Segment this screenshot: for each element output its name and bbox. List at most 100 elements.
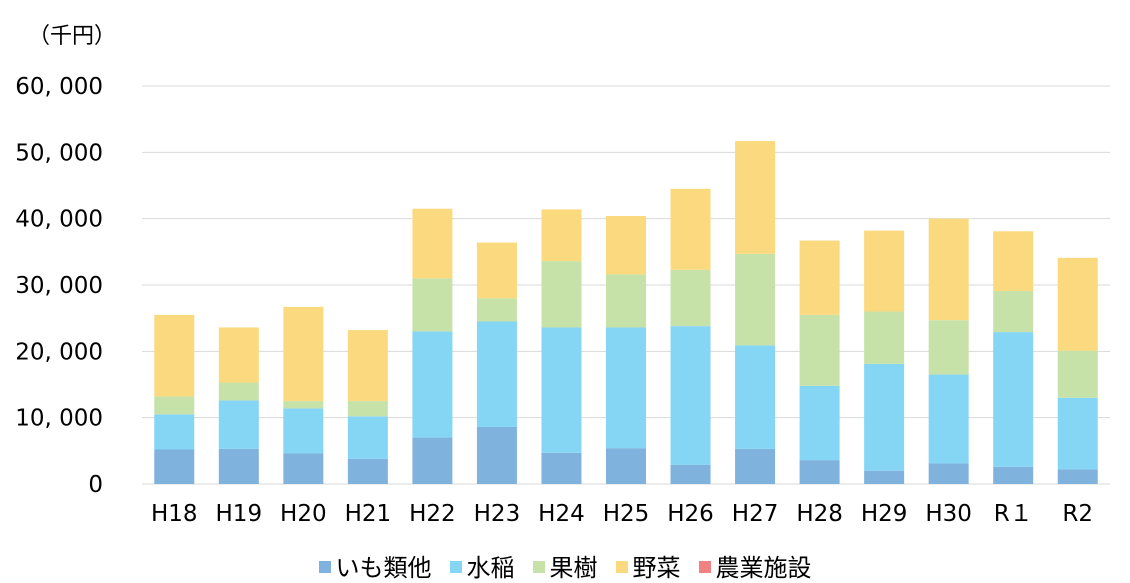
legend-item: 果樹	[532, 548, 598, 583]
bar-segment	[993, 466, 1034, 484]
bar-segment	[799, 460, 840, 484]
x-tick-label: H25	[603, 501, 650, 527]
legend-item: 野菜	[615, 548, 681, 583]
bar-segment	[476, 298, 517, 322]
y-tick-label: 50, 000	[15, 140, 103, 166]
y-tick-label: 10, 000	[15, 406, 103, 432]
y-tick-label: 0	[88, 472, 103, 498]
bar-segment	[993, 290, 1034, 333]
y-tick-label: 60, 000	[15, 74, 103, 100]
legend-swatch	[698, 561, 711, 573]
bar-segment	[154, 414, 195, 450]
bar-segment	[735, 253, 776, 346]
bar-segment	[864, 311, 905, 364]
bar-segment	[928, 218, 969, 321]
stacked-bar-chart: 0 10, 000 20, 000 30, 000 40, 000 50, 000 60, …	[15, 74, 1110, 527]
bar-segment	[218, 448, 259, 484]
legend-label: 農業施設	[715, 554, 812, 582]
bar-segment	[993, 231, 1034, 291]
legend-item: いも類他	[318, 548, 432, 583]
bar-segment	[670, 269, 711, 327]
bar-segment	[1057, 397, 1098, 470]
bar-segment	[670, 188, 711, 270]
bar-segment	[476, 321, 517, 427]
bar-segment	[670, 464, 711, 484]
bar-segment	[347, 458, 388, 484]
bar-segment	[412, 331, 453, 438]
y-tick-label: 20, 000	[15, 339, 103, 365]
bar-segment	[283, 408, 324, 454]
bar-segment	[799, 240, 840, 315]
legend-swatch	[532, 561, 545, 573]
x-tick-label: H19	[216, 501, 263, 527]
bar-segment	[1057, 350, 1098, 398]
x-tick-label: H22	[409, 501, 456, 527]
bar-segment	[928, 320, 969, 375]
x-tick-label: H30	[925, 501, 972, 527]
legend-label: いも類他	[335, 554, 432, 582]
x-tick-label: H18	[151, 501, 198, 527]
bar-segment	[541, 452, 582, 484]
x-tick-label: R１	[994, 501, 1033, 527]
bar-segment	[347, 416, 388, 459]
bar-segment	[1057, 469, 1098, 484]
bar-segment	[799, 314, 840, 386]
legend-label: 水稲	[466, 554, 515, 582]
bar-segment	[864, 230, 905, 312]
y-tick-label: 40, 000	[15, 207, 103, 233]
x-tick-label: H20	[280, 501, 327, 527]
bar-segment	[928, 374, 969, 464]
bar-segment	[476, 426, 517, 484]
bar-segment	[218, 400, 259, 449]
legend-label: 果樹	[549, 554, 598, 582]
bar-segment	[283, 401, 324, 409]
bar-segment	[670, 326, 711, 465]
bar-segment	[283, 306, 324, 402]
bar-segment	[283, 453, 324, 484]
bar-segment	[928, 463, 969, 484]
bar-segment	[412, 208, 453, 279]
legend-swatch	[449, 561, 462, 573]
bar-segment	[218, 327, 259, 383]
bar-segment	[412, 437, 453, 484]
bar-segment	[541, 327, 582, 453]
bar-segment	[154, 449, 195, 484]
bar-segment	[347, 401, 388, 417]
bar-segment	[606, 274, 646, 328]
unit-label: （千円）	[28, 24, 117, 49]
x-tick-label: H29	[861, 501, 908, 527]
bar-segment	[735, 448, 776, 484]
bar-segment	[993, 332, 1034, 467]
bar-segment	[412, 278, 453, 332]
legend-swatch	[615, 561, 628, 573]
bar-segment	[606, 448, 646, 484]
x-tick-label: H28	[796, 501, 843, 527]
legend-swatch	[318, 561, 331, 573]
bar-segment	[218, 382, 259, 401]
bar-segment	[864, 470, 905, 484]
bar-segment	[541, 209, 582, 262]
bar-segment	[154, 314, 195, 397]
legend-item: 水稲	[449, 548, 515, 583]
legend-label: 野菜	[632, 554, 681, 582]
bar-segment	[735, 141, 776, 254]
bar-segment	[606, 216, 646, 275]
legend-item: 農業施設	[698, 548, 812, 583]
legend: いも類他 水稲 果樹 野菜 農業施設	[0, 548, 1130, 583]
x-tick-label: H21	[345, 501, 392, 527]
bar-segment	[864, 363, 905, 471]
x-tick-label: H26	[667, 501, 714, 527]
bar-segment	[154, 396, 195, 415]
bar-segment	[1057, 257, 1098, 351]
bar-segment	[476, 242, 517, 299]
bar-segment	[541, 261, 582, 328]
bar-segment	[347, 330, 388, 402]
x-tick-label: H27	[732, 501, 779, 527]
x-tick-label: H24	[538, 501, 585, 527]
x-tick-label: H23	[474, 501, 521, 527]
bar-segment	[799, 385, 840, 461]
y-tick-label: 30, 000	[15, 273, 103, 299]
x-tick-label: R2	[1062, 501, 1093, 527]
bar-segment	[735, 345, 776, 449]
bar-segment	[606, 327, 646, 449]
